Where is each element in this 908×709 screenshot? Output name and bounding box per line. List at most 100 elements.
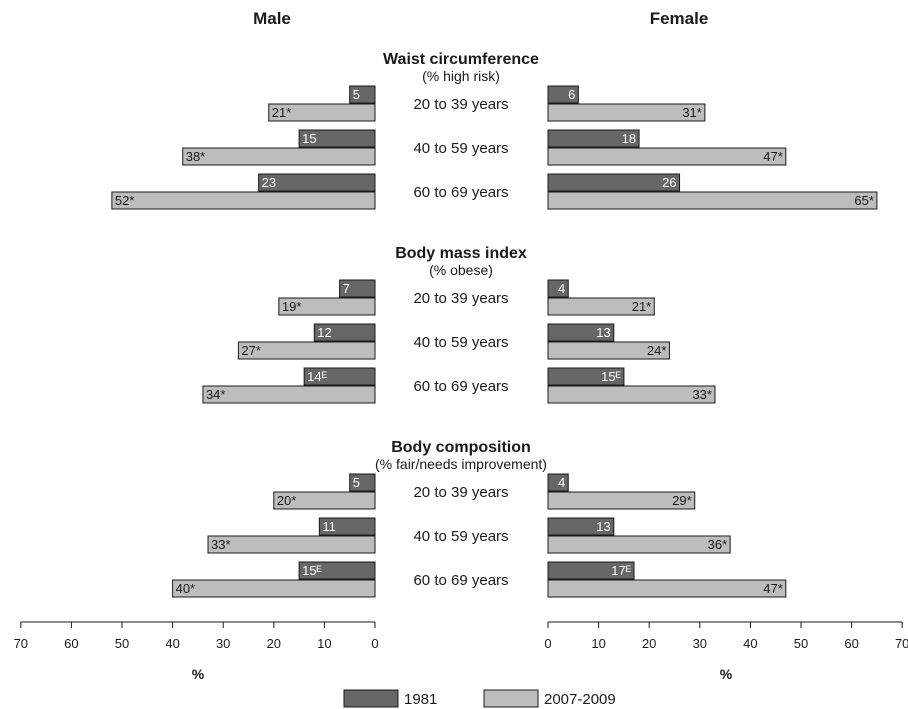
male-bar-label: 27* bbox=[241, 343, 261, 358]
male-tick-label: 40 bbox=[165, 636, 179, 651]
legend-label: 1981 bbox=[404, 691, 437, 708]
female-bar-1981 bbox=[547, 323, 615, 342]
age-label: 20 to 39 years bbox=[413, 96, 508, 113]
chart-groups: Waist circumference(% high risk) 20 to 39… bbox=[111, 51, 878, 598]
male-tick-label: 20 bbox=[267, 636, 281, 651]
female-bar-2007-2009 bbox=[547, 385, 716, 404]
female-bar-label: 26 bbox=[662, 175, 676, 190]
male-bar-1981 bbox=[298, 129, 376, 148]
male-bar-1981 bbox=[303, 367, 376, 386]
age-label: 40 to 59 years bbox=[413, 528, 508, 545]
age-label: 60 to 69 years bbox=[413, 184, 508, 201]
female-bar-label: 4 bbox=[558, 475, 565, 490]
female-tick-label: 10 bbox=[591, 636, 605, 651]
group-title: Body mass index bbox=[395, 245, 527, 262]
bar-group: Body mass index(% obese) 20 to 39 years 7 1… bbox=[202, 245, 716, 404]
female-tick-label: 30 bbox=[693, 636, 707, 651]
male-bar-1981 bbox=[349, 473, 376, 492]
male-bar-label: 11 bbox=[322, 519, 336, 534]
female-bar-2007-2009 bbox=[547, 579, 787, 598]
female-bar-label: 17ᴱ bbox=[611, 563, 631, 578]
male-bar-2007-2009 bbox=[111, 191, 376, 210]
male-bar-label: 15ᴱ bbox=[302, 563, 322, 578]
male-bar-label: 33* bbox=[211, 537, 231, 552]
age-label: 60 to 69 years bbox=[413, 378, 508, 395]
group-subtitle: (% fair/needs improvement) bbox=[375, 456, 547, 472]
female-bar-label: 18 bbox=[622, 131, 636, 146]
male-bar-label: 7 bbox=[343, 281, 350, 296]
chart-axes: 70 60 50 40 30 20 10 0 0 10 20 30 40 50 60 70%% bbox=[14, 621, 908, 682]
chart-legend: 1981 2007-2009 bbox=[343, 689, 616, 708]
female-axis-unit: % bbox=[720, 666, 733, 682]
female-tick-label: 40 bbox=[743, 636, 757, 651]
female-bar-2007-2009 bbox=[547, 491, 696, 510]
female-bar-label: 31* bbox=[682, 105, 702, 120]
female-bar-label: 47* bbox=[763, 581, 783, 596]
female-bar-label: 65* bbox=[854, 193, 874, 208]
legend-swatch bbox=[483, 689, 539, 708]
female-tick-label: 0 bbox=[544, 636, 551, 651]
male-bar-label: 5 bbox=[353, 475, 360, 490]
age-label: 20 to 39 years bbox=[413, 290, 508, 307]
male-bar-1981 bbox=[258, 173, 376, 192]
female-bar-label: 29* bbox=[672, 493, 692, 508]
legend-swatch bbox=[343, 689, 399, 708]
male-bar-2007-2009 bbox=[273, 491, 376, 510]
male-bar-2007-2009 bbox=[268, 103, 376, 122]
female-bar-label: 4 bbox=[558, 281, 565, 296]
male-bar-1981 bbox=[349, 85, 376, 104]
female-bar-1981 bbox=[547, 473, 569, 492]
age-label: 40 to 59 years bbox=[413, 140, 508, 157]
male-bar-label: 15 bbox=[302, 131, 316, 146]
male-bar-label: 5 bbox=[353, 87, 360, 102]
age-label: 60 to 69 years bbox=[413, 572, 508, 589]
male-bar-2007-2009 bbox=[237, 341, 376, 360]
male-bar-1981 bbox=[318, 517, 376, 536]
female-bar-1981 bbox=[547, 561, 635, 580]
female-bar-label: 47* bbox=[763, 149, 783, 164]
female-bar-2007-2009 bbox=[547, 535, 731, 554]
female-tick-label: 20 bbox=[642, 636, 656, 651]
female-bar-2007-2009 bbox=[547, 191, 878, 210]
male-bar-2007-2009 bbox=[202, 385, 376, 404]
male-bar-2007-2009 bbox=[207, 535, 376, 554]
male-bar-1981 bbox=[313, 323, 376, 342]
female-bar-label: 13 bbox=[596, 325, 610, 340]
group-subtitle: (% high risk) bbox=[422, 68, 500, 84]
female-tick-label: 50 bbox=[794, 636, 808, 651]
male-bar-label: 38* bbox=[186, 149, 206, 164]
female-bar-1981 bbox=[547, 517, 615, 536]
male-bar-2007-2009 bbox=[182, 147, 376, 166]
female-bar-label: 36* bbox=[708, 537, 728, 552]
female-bar-2007-2009 bbox=[547, 341, 670, 360]
female-bar-1981 bbox=[547, 367, 625, 386]
female-bar-label: 6 bbox=[568, 87, 575, 102]
female-bar-1981 bbox=[547, 279, 569, 298]
male-tick-label: 10 bbox=[317, 636, 331, 651]
female-bar-1981 bbox=[547, 85, 579, 104]
male-tick-label: 70 bbox=[14, 636, 28, 651]
male-bar-label: 19* bbox=[282, 299, 302, 314]
male-panel-title: Male bbox=[253, 9, 291, 28]
male-axis-unit: % bbox=[192, 666, 205, 682]
male-tick-label: 60 bbox=[64, 636, 78, 651]
male-bar-label: 21* bbox=[272, 105, 292, 120]
bar-group: Body composition(% fair/needs improvemen… bbox=[172, 439, 787, 598]
group-title: Waist circumference bbox=[383, 51, 539, 68]
male-bar-1981 bbox=[339, 279, 376, 298]
female-bar-label: 24* bbox=[647, 343, 667, 358]
female-tick-label: 60 bbox=[844, 636, 858, 651]
female-bar-1981 bbox=[547, 173, 681, 192]
female-tick-label: 70 bbox=[895, 636, 908, 651]
male-bar-label: 12 bbox=[317, 325, 331, 340]
male-tick-label: 0 bbox=[371, 636, 378, 651]
female-bar-label: 13 bbox=[596, 519, 610, 534]
male-bar-label: 52* bbox=[115, 193, 135, 208]
male-tick-label: 30 bbox=[216, 636, 230, 651]
male-bar-label: 40* bbox=[176, 581, 196, 596]
group-subtitle: (% obese) bbox=[429, 262, 493, 278]
male-bar-2007-2009 bbox=[278, 297, 376, 316]
female-bar-2007-2009 bbox=[547, 147, 787, 166]
female-bar-2007-2009 bbox=[547, 103, 706, 122]
